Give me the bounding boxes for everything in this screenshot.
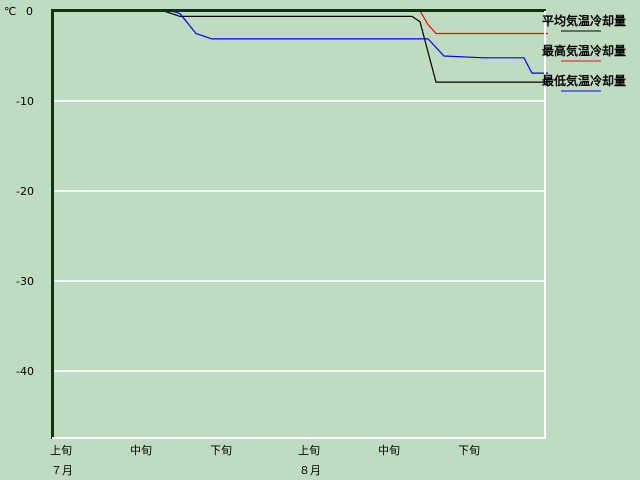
y-tick-label: -40 bbox=[16, 365, 34, 378]
x-tick-label: 下旬 bbox=[210, 444, 232, 457]
series-line-2 bbox=[52, 10, 548, 74]
grid bbox=[52, 100, 545, 372]
y-tick-label: 0 bbox=[26, 5, 33, 18]
x-tick-labels: 上旬 ７月 中旬 下旬 上旬 ８月 中旬 下旬 bbox=[50, 444, 480, 477]
x-month-label: ７月 bbox=[51, 464, 73, 477]
y-axis-unit: ℃ bbox=[4, 5, 16, 18]
x-tick-label: 中旬 bbox=[130, 444, 152, 457]
x-tick-label: 上旬 bbox=[50, 444, 72, 457]
axis-frame-top bbox=[51, 9, 546, 12]
x-tick-label: 中旬 bbox=[378, 444, 400, 457]
series-line-1 bbox=[52, 10, 548, 35]
y-tick-label: -30 bbox=[16, 275, 34, 288]
x-month-label: ８月 bbox=[299, 464, 321, 477]
y-tick-label: -20 bbox=[16, 185, 34, 198]
series-lines bbox=[52, 10, 548, 83]
series-line-0 bbox=[52, 10, 548, 83]
y-tick-labels: 0 -10 -20 -30 -40 bbox=[16, 5, 34, 378]
legend-label: 最高気温冷却量 bbox=[542, 43, 626, 58]
legend-label: 平均気温冷却量 bbox=[542, 13, 626, 28]
axis-frame-bottom bbox=[52, 437, 546, 439]
x-tick-label: 上旬 bbox=[298, 444, 320, 457]
axis-frame-right bbox=[544, 11, 546, 439]
y-tick-label: -10 bbox=[16, 95, 34, 108]
legend-label: 最低気温冷却量 bbox=[542, 73, 626, 88]
axis-frame-left bbox=[51, 9, 54, 439]
x-tick-label: 下旬 bbox=[458, 444, 480, 457]
